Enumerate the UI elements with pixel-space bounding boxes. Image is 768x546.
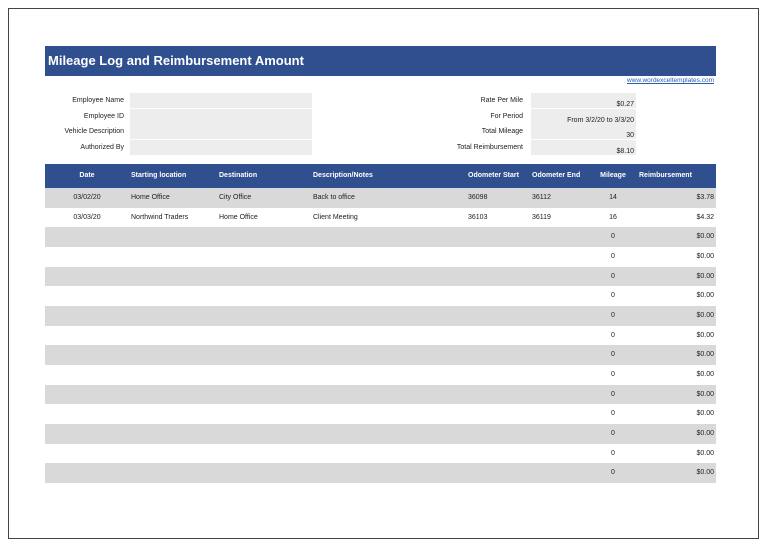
table-cell: $4.32 (696, 213, 714, 221)
table-cell: $0.00 (696, 351, 714, 359)
field-box: $8.10 (531, 140, 636, 156)
table-cell: $0.00 (696, 371, 714, 379)
title-bar: Mileage Log and Reimbursement Amount (45, 46, 716, 76)
table-cell: $0.00 (696, 430, 714, 438)
column-header: Starting location (131, 172, 187, 179)
field-label: For Period (490, 112, 523, 120)
field-label: Total Mileage (481, 128, 523, 136)
table-cell: $0.00 (696, 253, 714, 260)
field-label: Employee Name (72, 97, 124, 104)
table-row: 0 $0.00 (45, 424, 716, 444)
field-label: Authorized By (80, 144, 124, 152)
table-cell: $0.00 (696, 272, 714, 280)
table-row: 0 $0.00 (45, 404, 716, 425)
field-box: From 3/2/20 to 3/3/20 (531, 108, 636, 124)
table-cell: $0.00 (696, 449, 714, 457)
website-link[interactable]: www.wordexceltemplates.com (626, 77, 714, 84)
field-label: Vehicle Description (64, 128, 124, 136)
table-row: 03/03/20 Northwind Traders Home Office Clie… (45, 207, 716, 228)
table-cell: Back to office (313, 194, 355, 201)
table-row: 0 $0.00 (45, 345, 716, 366)
table-cell: 0 (611, 469, 615, 477)
column-header: Description/Notes (313, 172, 373, 179)
field-value: From 3/2/20 to 3/3/20 (567, 116, 634, 124)
table-cell: 0 (611, 233, 615, 241)
table-row: 03/02/20 Home Office City Office Back to of… (45, 188, 716, 208)
field-label: Rate Per Mile (480, 97, 523, 104)
field-value: $8.10 (616, 148, 634, 156)
table-cell: 36103 (468, 213, 488, 221)
table-row: 0 $0.00 (45, 463, 716, 484)
table-row: 0 $0.00 (45, 365, 716, 385)
table-cell: 0 (611, 449, 615, 457)
table-cell: $0.00 (696, 292, 714, 300)
table-cell: $0.00 (696, 469, 714, 477)
column-header: Odometer Start (468, 172, 519, 179)
table-row: 0 $0.00 (45, 227, 716, 247)
field-box: 30 (531, 124, 636, 140)
table-cell: $0.00 (696, 331, 714, 339)
column-header: Reimbursement (639, 172, 692, 179)
column-header: Date (79, 172, 95, 179)
table-cell: $0.00 (696, 410, 714, 418)
table-cell: $0.00 (696, 390, 714, 398)
frame (8, 8, 759, 539)
table-cell: 0 (611, 312, 615, 320)
column-header: Mileage (600, 172, 626, 179)
table-cell: 0 (611, 292, 615, 300)
table-cell: 14 (609, 194, 617, 201)
table-cell: City Office (219, 194, 252, 201)
field-box (130, 124, 312, 140)
table-cell: $3.78 (696, 194, 714, 201)
field-value: 30 (626, 132, 634, 140)
table-cell: 03/03/20 (73, 213, 101, 221)
field-box (130, 93, 312, 108)
table-cell: 0 (611, 410, 615, 418)
table-cell: 0 (611, 272, 615, 280)
table-row: 0 $0.00 (45, 384, 716, 405)
field-box (130, 140, 312, 156)
table-cell: 03/02/20 (73, 194, 101, 201)
table-cell: 36119 (532, 213, 551, 221)
table-cell: $0.00 (696, 233, 714, 241)
table-cell: 0 (611, 351, 615, 359)
table-cell: 0 (611, 371, 615, 379)
table-row: 0 $0.00 (45, 443, 716, 464)
table-header: Date Starting location Destination Descript… (45, 164, 716, 188)
field-box: $0.27 (531, 93, 636, 108)
table-cell: 0 (611, 390, 615, 398)
table-cell: 0 (611, 430, 615, 438)
table-row: 0 $0.00 (45, 247, 716, 267)
table-cell: Client Meeting (313, 213, 358, 221)
table-cell: Home Office (219, 213, 258, 221)
column-header: Destination (219, 172, 258, 179)
field-label: Total Reimbursement (456, 144, 523, 152)
table-cell: 36112 (532, 194, 551, 201)
table-cell: 16 (609, 213, 617, 221)
field-label: Employee ID (83, 112, 124, 120)
table-row: 0 $0.00 (45, 306, 716, 326)
column-header: Odometer End (532, 172, 581, 179)
table-cell: 0 (611, 331, 615, 339)
field-value: $0.27 (616, 101, 634, 108)
table-row: 0 $0.00 (45, 266, 716, 287)
table-cell: 36098 (468, 194, 488, 201)
table-row: 0 $0.00 (45, 286, 716, 306)
table-cell: $0.00 (696, 312, 714, 320)
table-cell: Northwind Traders (131, 213, 189, 221)
table-cell: Home Office (131, 194, 170, 201)
field-box (130, 108, 312, 124)
table-cell: 0 (611, 253, 615, 260)
table-row: 0 $0.00 (45, 325, 716, 346)
